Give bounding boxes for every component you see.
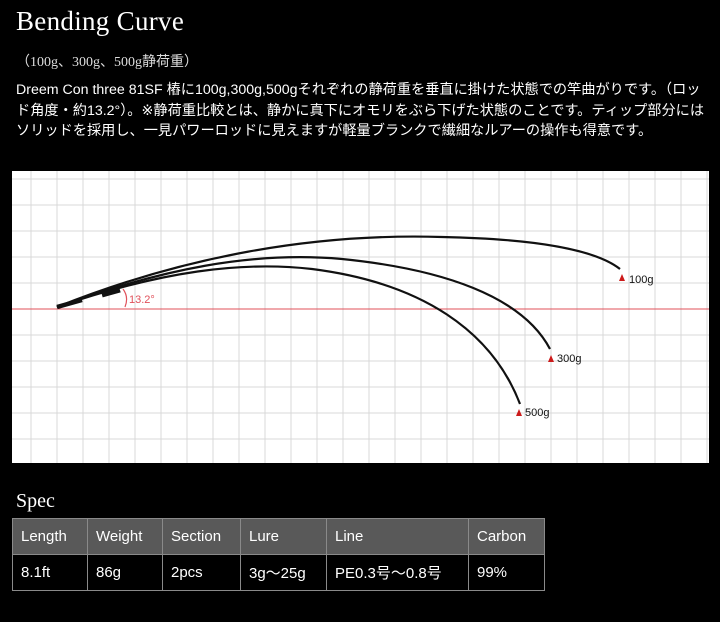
spec-value-section: 2pcs	[162, 554, 241, 591]
bending-curve-svg: 13.2° 100g 300g 500g	[12, 171, 709, 463]
spec-value-weight: 86g	[87, 554, 163, 591]
load-label-100g: 100g	[629, 274, 653, 286]
description-text: Dreem Con three 81SF 樁に100g,300g,500gそれぞ…	[16, 82, 705, 139]
bending-curve-chart: 13.2° 100g 300g 500g	[12, 171, 709, 463]
spec-header-section: Section	[162, 518, 241, 555]
load-label-300g: 300g	[557, 353, 581, 365]
marker-500g	[516, 409, 522, 416]
spec-value-carbon: 99%	[468, 554, 545, 591]
angle-arc	[122, 288, 128, 308]
page-title: Bending Curve	[16, 6, 185, 36]
spec-header-line: Line	[326, 518, 469, 555]
spec-header-row: Length Weight Section Lure Line Carbon	[12, 518, 545, 555]
spec-title: Spec	[16, 490, 55, 512]
marker-100g	[619, 274, 625, 281]
load-label-500g: 500g	[525, 407, 549, 419]
spec-header-weight: Weight	[87, 518, 163, 555]
spec-header-lure: Lure	[240, 518, 327, 555]
rod-curve-500g	[56, 265, 522, 405]
spec-header-length: Length	[12, 518, 88, 555]
angle-label: 13.2°	[129, 294, 155, 306]
spec-value-row: 8.1ft 86g 2pcs 3g～25g PE0.3号～0.8号 99%	[12, 554, 545, 591]
chart-grid	[12, 171, 709, 463]
spec-header-carbon: Carbon	[468, 518, 545, 555]
marker-300g	[548, 355, 554, 362]
rod-curve-100g	[56, 235, 621, 309]
rod-reel-seat	[101, 287, 121, 298]
rod-butt-grip	[56, 297, 83, 310]
spec-table: Length Weight Section Lure Line Carbon 8…	[12, 518, 545, 591]
spec-value-length: 8.1ft	[12, 554, 88, 591]
spec-value-line: PE0.3号～0.8号	[326, 554, 469, 591]
page-subtitle: （100g、300g、500g静荷重）	[16, 55, 198, 70]
spec-value-lure: 3g～25g	[240, 554, 327, 591]
rod-curve-300g	[56, 256, 551, 350]
